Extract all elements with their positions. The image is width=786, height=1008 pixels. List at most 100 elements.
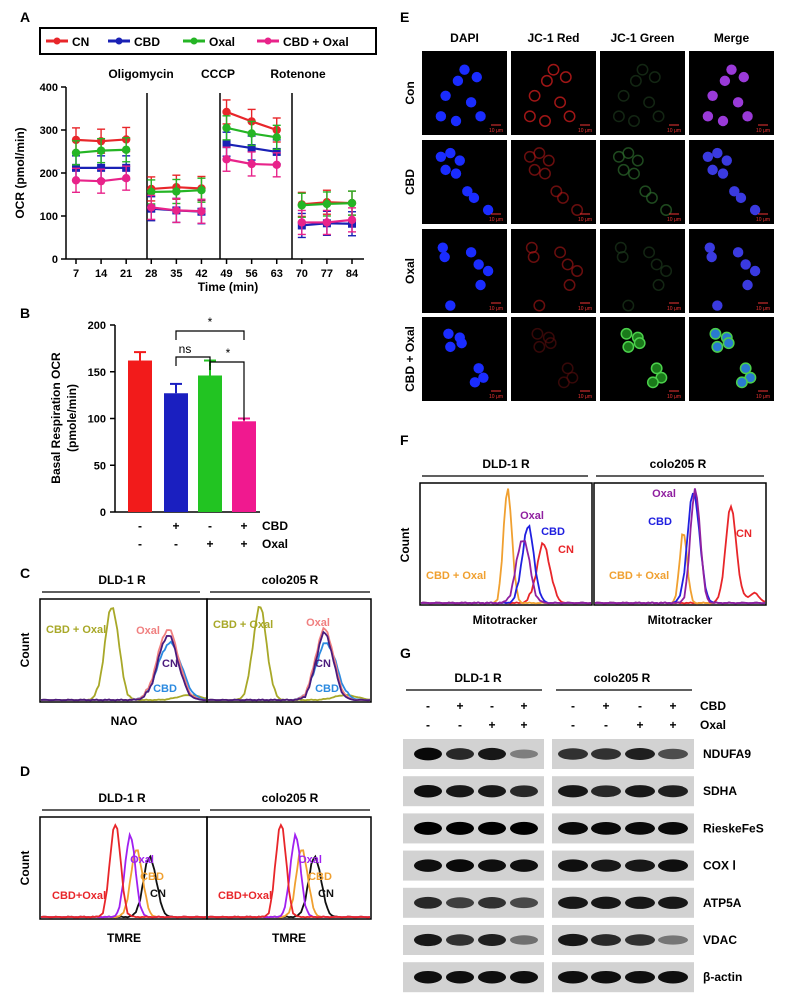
cell — [539, 115, 551, 127]
histogram-curve — [207, 823, 371, 919]
curve-label: Oxal — [652, 488, 676, 500]
data-point — [347, 198, 357, 208]
band — [591, 748, 621, 760]
cell — [717, 115, 729, 127]
band — [446, 748, 474, 760]
right-histogram-frame — [593, 482, 767, 606]
cell — [435, 111, 447, 122]
cell — [450, 115, 462, 127]
bracket-oxal-vs-combo — [209, 361, 245, 420]
cell — [556, 191, 569, 204]
band — [414, 821, 442, 835]
data-point — [71, 176, 81, 185]
panel-b: B 0 50 100 150 200 * ns * - - + - - + + + CBD Oxal Ba… — [20, 305, 288, 551]
cell — [439, 251, 450, 263]
x-tick-label: 35 — [170, 268, 182, 280]
cell — [482, 265, 494, 277]
band — [414, 747, 442, 761]
curve-label: CBD+Oxal — [218, 890, 272, 902]
oxal-sign: - — [174, 537, 178, 551]
band — [478, 897, 506, 909]
data-point — [247, 129, 256, 138]
cell — [539, 167, 551, 180]
cell — [450, 168, 462, 179]
band — [625, 748, 655, 760]
cell — [445, 341, 456, 353]
band — [478, 821, 506, 835]
cell — [435, 151, 447, 162]
data-point — [222, 107, 231, 117]
cell — [462, 186, 473, 197]
band — [625, 970, 655, 984]
band — [558, 859, 588, 872]
data-point — [297, 201, 307, 210]
band — [591, 785, 621, 798]
scale-bar-label: 10 μm — [578, 128, 592, 134]
data-point — [322, 199, 332, 209]
row-label: Oxal — [403, 258, 417, 284]
cell — [643, 246, 656, 259]
band — [510, 821, 538, 835]
micrograph-tile — [689, 317, 774, 401]
cell — [650, 362, 663, 375]
cell — [561, 362, 574, 375]
scale-bar-label: 10 μm — [667, 394, 681, 400]
cbd-sign: + — [669, 699, 676, 713]
scale-bar-label: 10 μm — [578, 394, 592, 400]
curve-label: Oxal — [130, 854, 154, 866]
cell — [478, 372, 489, 383]
cell — [628, 115, 640, 127]
x-tick-label: 14 — [95, 268, 108, 280]
cell — [561, 258, 574, 271]
scale-bar-label: 10 μm — [489, 306, 503, 312]
band — [591, 822, 621, 835]
cell — [650, 258, 663, 271]
cell — [571, 204, 584, 216]
scale-bar-label: 10 μm — [667, 128, 681, 134]
oxal-sign: - — [571, 718, 575, 732]
band — [510, 785, 538, 798]
cell — [440, 90, 451, 102]
band — [510, 970, 538, 984]
scale-bar-label: 10 μm — [756, 306, 770, 312]
left-title: DLD-1 R — [482, 457, 530, 471]
oxal-sign: - — [604, 718, 608, 732]
western-blots: NDUFA9 SDHA RieskeFeS COX Ⅰ ATP5A VDAC β-actin — [403, 739, 764, 993]
curve-label: CBD — [315, 683, 339, 695]
protein-label: NDUFA9 — [703, 747, 751, 761]
data-point — [97, 163, 106, 172]
band — [658, 859, 688, 872]
cell — [622, 340, 635, 353]
histogram-curve — [40, 823, 207, 919]
cbd-sign: + — [240, 519, 247, 533]
left-histogram-frame — [39, 598, 208, 703]
protein-label: β-actin — [703, 970, 742, 984]
data-point — [147, 203, 156, 212]
cell — [633, 337, 646, 350]
cell — [702, 151, 714, 162]
y-ticks: 0 100 200 300 400 — [40, 82, 66, 266]
band — [446, 897, 474, 909]
band — [625, 859, 655, 872]
injection-label: Oligomycin — [108, 67, 173, 81]
right-x-label: NAO — [276, 714, 303, 728]
panel-g-letter: G — [400, 645, 411, 661]
panel-c-letter: C — [20, 565, 30, 581]
y-axis-label-line1: Basal Respiration OCR — [49, 352, 63, 484]
left-x-label: Mitotracker — [473, 613, 538, 627]
band — [478, 970, 506, 984]
cell — [528, 89, 541, 102]
data-point — [121, 145, 131, 154]
cbd-row-label: CBD — [700, 699, 726, 713]
cell — [726, 64, 737, 75]
cell — [547, 63, 560, 76]
band — [558, 933, 588, 947]
band — [658, 822, 688, 835]
right-x-label: TMRE — [272, 931, 306, 945]
cell — [717, 168, 729, 179]
curve-label: CBD — [140, 871, 164, 883]
micrograph-tile — [511, 51, 596, 135]
data-point — [222, 123, 231, 133]
legend-label: CBD + Oxal — [283, 35, 349, 49]
